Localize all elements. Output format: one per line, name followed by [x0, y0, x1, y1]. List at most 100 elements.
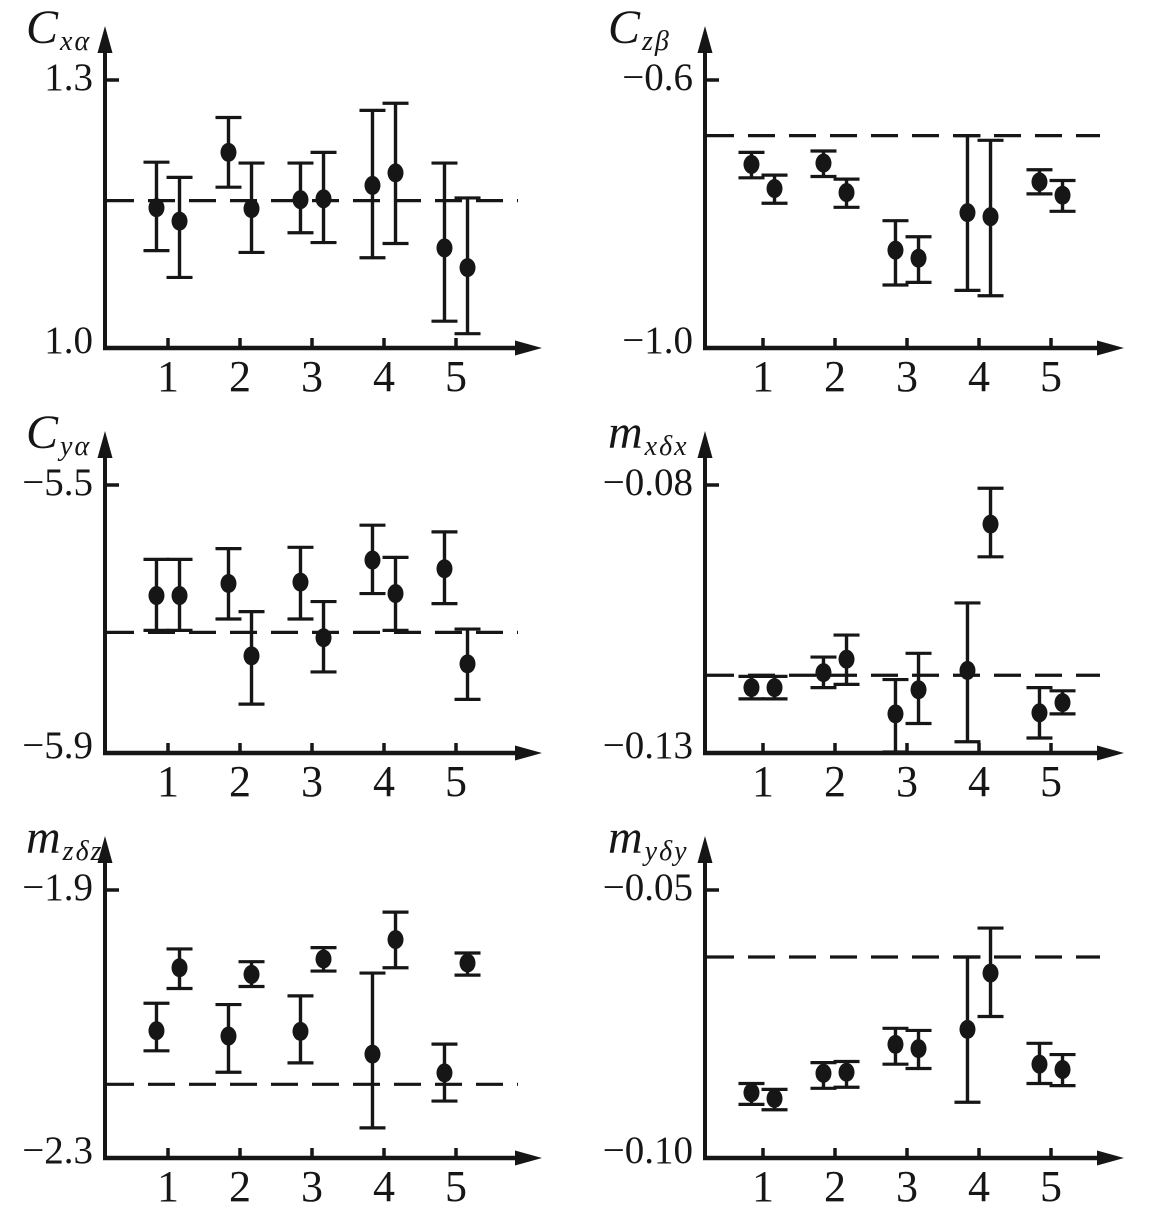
x-tick-label-1: 1 [157, 1162, 179, 1211]
data-point [220, 1026, 237, 1046]
y-axis-label-subscript: xα [60, 26, 92, 57]
data-point [171, 211, 188, 231]
x-tick-label-5: 5 [445, 352, 467, 401]
x-tick-label-2: 2 [824, 757, 846, 806]
chart-canvas [97, 26, 542, 356]
data-point [838, 1062, 855, 1082]
chart-canvas [697, 431, 1124, 761]
y-axis-label-symbol: m [26, 811, 61, 864]
data-point [243, 964, 260, 984]
y-tick-label-top: −1.9 [22, 866, 93, 909]
data-point [459, 654, 476, 674]
x-tick-label-2: 2 [824, 1162, 846, 1211]
data-point [315, 628, 332, 648]
x-tick-label-5: 5 [1040, 1162, 1062, 1211]
data-point [364, 1044, 381, 1064]
x-axis-arrow-icon [1097, 1150, 1124, 1166]
x-axis-arrow-icon [1097, 745, 1124, 761]
y-axis-arrow-icon [697, 26, 713, 53]
y-tick-label-bottom: −1.0 [622, 319, 693, 362]
data-point [1031, 172, 1048, 192]
y-tick-label-top: −5.5 [22, 461, 93, 504]
x-tick-label-5: 5 [445, 1162, 467, 1211]
y-axis-label-subscript: yδy [644, 836, 689, 867]
data-point [292, 190, 309, 210]
x-tick-label-3: 3 [896, 757, 918, 806]
data-point [766, 179, 783, 199]
subplot-mzdz: m zδz −1.9 −2.3 1 2 3 4 5 [0, 810, 582, 1215]
data-point [982, 963, 999, 983]
data-point [387, 930, 404, 950]
data-point [436, 559, 453, 579]
y-axis-label-symbol: C [26, 1, 59, 54]
data-point [1031, 703, 1048, 723]
x-tick-label-4: 4 [373, 1162, 395, 1211]
x-tick-label-1: 1 [752, 1162, 774, 1211]
y-axis-arrow-icon [697, 836, 713, 863]
data-point [171, 586, 188, 606]
data-point [766, 678, 783, 698]
data-point [364, 550, 381, 570]
data-point [959, 660, 976, 680]
data-point [910, 1039, 927, 1059]
y-tick-label-top: 1.3 [44, 56, 93, 99]
y-tick-label-top: −0.6 [622, 56, 693, 99]
data-point [743, 154, 760, 174]
x-tick-label-4: 4 [968, 1162, 990, 1211]
data-point [910, 248, 927, 268]
x-tick-label-3: 3 [301, 1162, 323, 1211]
x-tick-label-4: 4 [968, 352, 990, 401]
y-tick-label-bottom: −2.3 [22, 1129, 93, 1172]
y-tick-label-bottom: −0.13 [602, 724, 693, 767]
data-point [387, 584, 404, 604]
data-point [1054, 693, 1071, 713]
y-axis-label-subscript: yα [60, 431, 92, 462]
data-point [1031, 1054, 1048, 1074]
data-point [459, 258, 476, 278]
x-tick-label-1: 1 [752, 352, 774, 401]
data-point [436, 1063, 453, 1083]
data-point [887, 704, 904, 724]
subplot-mydy: m yδy −0.05 −0.10 1 2 3 4 5 [582, 810, 1164, 1215]
data-point [959, 1019, 976, 1039]
x-tick-label-5: 5 [1040, 352, 1062, 401]
data-point [743, 1083, 760, 1103]
data-point [292, 1021, 309, 1041]
y-axis-label-symbol: m [608, 406, 643, 459]
data-point [982, 207, 999, 227]
data-point [436, 238, 453, 258]
y-tick-label-top: −0.05 [602, 866, 693, 909]
data-point [982, 514, 999, 534]
data-point [910, 680, 927, 700]
x-tick-label-4: 4 [968, 757, 990, 806]
x-tick-label-1: 1 [752, 757, 774, 806]
y-axis-label-subscript: xδx [644, 431, 689, 462]
y-axis-label-subscript: zδz [62, 836, 104, 867]
data-point [243, 646, 260, 666]
data-point [459, 953, 476, 973]
y-axis-label-symbol: m [608, 811, 643, 864]
chart-canvas [697, 836, 1124, 1166]
x-axis-arrow-icon [515, 340, 542, 356]
chart-canvas [97, 836, 542, 1166]
x-axis-arrow-icon [515, 1150, 542, 1166]
data-point [171, 958, 188, 978]
x-tick-label-2: 2 [229, 1162, 251, 1211]
y-tick-label-bottom: −5.9 [22, 724, 93, 767]
data-point [743, 678, 760, 698]
data-point [959, 203, 976, 223]
data-point [148, 1021, 165, 1041]
y-axis-label: m yδy [608, 814, 689, 866]
x-tick-label-1: 1 [157, 352, 179, 401]
data-point [315, 949, 332, 969]
y-axis-label: m zδz [26, 814, 103, 866]
data-point [220, 142, 237, 162]
x-tick-label-3: 3 [896, 1162, 918, 1211]
y-axis-label-symbol: C [608, 1, 641, 54]
y-axis-arrow-icon [97, 836, 113, 863]
data-point [1054, 185, 1071, 205]
